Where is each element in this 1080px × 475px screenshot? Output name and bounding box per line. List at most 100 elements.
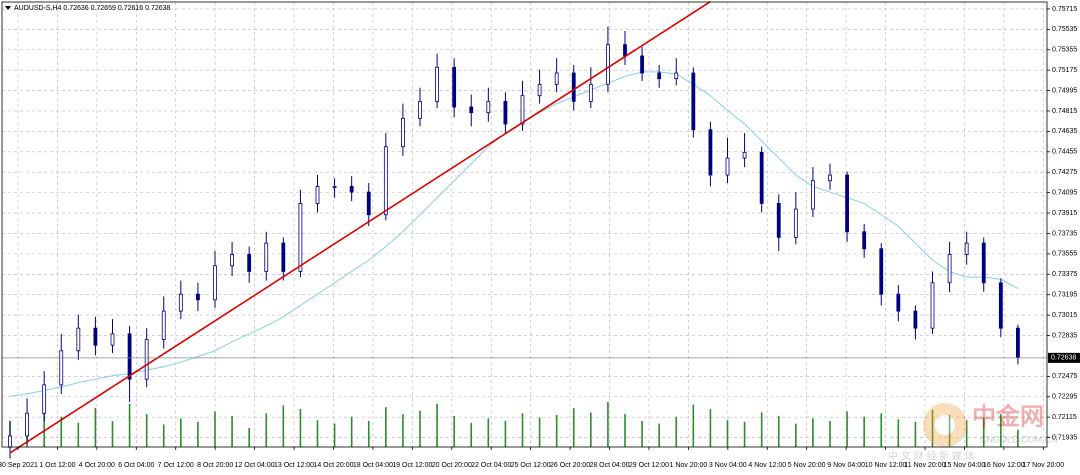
x-tick-label: 4 Oct 20:00 <box>79 462 115 469</box>
x-tick-label: 18 Oct 04:00 <box>353 462 393 469</box>
volume-bar <box>367 421 370 447</box>
volume-bar <box>624 414 626 447</box>
volume-bar <box>795 423 797 447</box>
y-tick-label: 0.72295 <box>1052 394 1077 401</box>
volume-bar <box>572 408 575 447</box>
candle-body <box>828 174 832 182</box>
volume-bar <box>419 410 421 447</box>
volume-bar <box>43 412 45 447</box>
candle-body <box>862 231 867 250</box>
candle-body <box>691 72 696 131</box>
candle-body <box>640 55 644 74</box>
volume-bar <box>214 411 216 447</box>
candle-body <box>588 83 593 102</box>
candle-body <box>435 66 439 102</box>
y-tick-label: 0.72475 <box>1052 373 1077 380</box>
candle-body <box>486 100 491 114</box>
volume-bar <box>299 408 302 447</box>
volume-bar <box>1000 414 1002 447</box>
candle-body <box>998 282 1003 329</box>
x-tick-label: 6 Oct 04:00 <box>118 462 154 469</box>
x-tick-label: 16 Nov 12:00 <box>983 462 1025 469</box>
candle-body <box>947 254 952 284</box>
candle-body <box>144 339 149 380</box>
x-tick-label: 20 Oct 20:00 <box>432 462 472 469</box>
volume-bar <box>965 420 968 447</box>
candle-body <box>537 83 542 97</box>
candle-body <box>196 293 200 301</box>
watermark: 中金网 CNGOLD.COM.CN 中 文 财 经 新 媒 体 <box>888 402 1058 462</box>
volume-bar <box>590 412 592 447</box>
x-tick-label: 26 Oct 20:00 <box>550 462 590 469</box>
x-tick-label: 1 Nov 20:00 <box>670 462 708 469</box>
y-tick-label: 0.73915 <box>1052 210 1077 217</box>
volume-bar <box>94 408 97 447</box>
grid <box>2 2 1047 447</box>
x-tick-label: 5 Nov 20:00 <box>788 462 826 469</box>
candle-body <box>571 72 576 102</box>
volume-bar <box>265 413 268 447</box>
x-tick-label: 15 Nov 04:00 <box>944 462 986 469</box>
logo-slogan: 中 文 财 经 新 媒 体 <box>888 450 975 463</box>
volume-bar <box>897 419 900 447</box>
logo-inner <box>935 415 955 435</box>
candle-body <box>623 44 627 57</box>
candle-body <box>725 157 730 176</box>
x-tick-label: 25 Oct 12:00 <box>511 462 551 469</box>
candle-body <box>349 185 354 193</box>
candle-body <box>315 185 320 204</box>
volume-bar <box>436 403 438 447</box>
candle-body <box>110 333 115 346</box>
last-price-box <box>1048 352 1080 363</box>
volume-bar <box>128 403 131 447</box>
symbol-header: AUDUSD-S,H4 0.72636 0.72659 0.72616 0.72… <box>14 5 171 12</box>
candle-body <box>896 293 901 312</box>
x-tick-label: 17 Nov 20:00 <box>1022 462 1064 469</box>
last-price-label: 0.72638 <box>1051 355 1076 362</box>
candle-body <box>793 208 798 238</box>
candle-body <box>213 265 217 301</box>
x-tick-label: 4 Nov 12:00 <box>748 462 786 469</box>
candle-body <box>606 44 610 85</box>
candle-body <box>366 191 371 216</box>
candle-body <box>161 310 166 340</box>
y-tick-label: 0.74275 <box>1052 169 1077 176</box>
volume-bar <box>231 415 233 447</box>
volume-bar <box>145 414 148 447</box>
y-tick-label: 0.75355 <box>1052 47 1077 54</box>
candle-body <box>298 203 303 272</box>
candle-body <box>964 242 969 255</box>
candle-body <box>469 106 474 114</box>
logo-circle <box>923 403 967 447</box>
x-tick-label: 29 Oct 12:00 <box>629 462 669 469</box>
y-tick-label: 0.74095 <box>1052 189 1077 196</box>
volume-bar <box>692 404 695 447</box>
x-tick-label: 14 Oct 20:00 <box>313 462 353 469</box>
y-tick-label: 0.73015 <box>1052 312 1077 319</box>
y-tick-label: 0.74635 <box>1052 128 1077 135</box>
x-tick-label: 10 Nov 12:00 <box>865 462 907 469</box>
menu-arrow <box>5 6 11 10</box>
volume-bar <box>180 418 182 447</box>
plot-frame <box>1 1 1048 448</box>
candle-body <box>554 72 559 85</box>
volume-bar <box>248 427 250 447</box>
x-tick-label: 7 Oct 12:00 <box>158 462 194 469</box>
candle-body <box>42 384 47 414</box>
candle-body <box>59 350 64 386</box>
volume-bar <box>641 421 643 447</box>
volume-bar <box>487 418 490 447</box>
candle-body <box>332 185 337 188</box>
x-tick-label: 9 Nov 04:00 <box>827 462 865 469</box>
candle-body <box>759 151 764 204</box>
volume-bar <box>162 424 165 447</box>
volume-bar <box>350 416 353 447</box>
volume-bar <box>829 421 831 447</box>
volume-bar <box>914 421 917 447</box>
y-tick-label: 0.74995 <box>1052 87 1077 94</box>
candle-body <box>520 95 525 125</box>
volume-bars <box>9 402 1019 447</box>
volume-bar <box>60 416 63 447</box>
volume-bar <box>777 415 780 447</box>
